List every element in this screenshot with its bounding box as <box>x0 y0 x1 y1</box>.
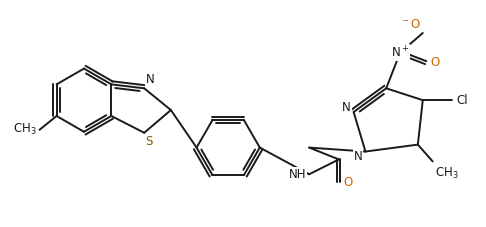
Text: O: O <box>431 56 440 69</box>
Text: N$^+$: N$^+$ <box>391 45 409 60</box>
Text: O: O <box>344 176 353 189</box>
Text: $^-$O: $^-$O <box>399 18 421 31</box>
Text: Cl: Cl <box>456 94 468 107</box>
Text: N: N <box>146 73 155 86</box>
Text: N: N <box>342 101 351 114</box>
Text: N: N <box>354 150 363 163</box>
Text: S: S <box>145 135 153 148</box>
Text: CH$_3$: CH$_3$ <box>434 166 458 181</box>
Text: NH: NH <box>289 168 306 181</box>
Text: CH$_3$: CH$_3$ <box>13 122 36 137</box>
